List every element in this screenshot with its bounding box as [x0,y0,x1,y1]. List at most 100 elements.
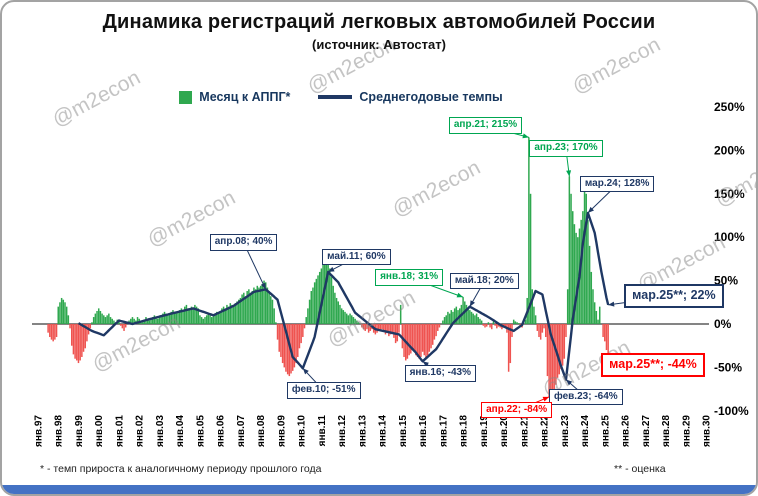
bar [84,324,86,349]
legend-bar-label: Месяц к АППГ* [199,90,291,104]
bar [317,275,319,324]
annotation-arrowhead [587,206,594,213]
bar [469,310,471,324]
x-tick-label: янв.20 [499,415,510,447]
bar [190,306,193,324]
bar [234,303,237,324]
bar [99,310,102,324]
bar [101,313,103,324]
x-tick-label: янв.98 [54,415,65,447]
bar [604,324,606,342]
bar [443,317,446,324]
bar [173,311,176,324]
bar [349,313,351,324]
bar [560,324,562,370]
bar [550,324,552,396]
bar [59,302,61,324]
bar [264,282,267,324]
bar [195,306,198,324]
bar [72,324,75,355]
x-tick-label: янв.12 [337,415,348,447]
bar [226,304,228,324]
bar [141,322,144,324]
bar [162,313,164,324]
bar [254,289,257,324]
bar [119,324,122,326]
bar [184,306,186,324]
bar [376,324,378,333]
bar [386,324,388,333]
bar [288,324,291,377]
bar [106,315,108,324]
y-tick-label: 50% [714,274,738,288]
bar [556,324,559,378]
bar [278,324,280,352]
bar [219,310,221,324]
bar [357,322,360,324]
bar [334,292,336,324]
bar [389,324,392,335]
bar [155,317,157,324]
bar [406,324,409,359]
bar [568,176,571,324]
bar [571,211,574,324]
annotation-leader [587,184,618,214]
bar [123,324,125,331]
bar [148,320,151,324]
bar [410,324,412,354]
x-tick-label: янв.26 [621,415,632,447]
bar [575,232,577,324]
bar [413,324,415,352]
bar [103,315,105,324]
bar [607,324,609,363]
bar [342,310,345,324]
bar [447,311,449,324]
bar [398,324,400,333]
bar [168,313,171,324]
bar [200,317,203,324]
footnote-estimate: ** - оценка [614,463,666,475]
bar [81,324,83,357]
x-tick-label: янв.06 [216,415,227,447]
bar [121,324,124,329]
bar [79,324,81,361]
x-tick-label: янв.05 [195,415,206,447]
bar [60,297,63,324]
bar [202,318,205,324]
bar [165,313,167,324]
bar [492,321,495,324]
x-tick-label: янв.97 [34,415,45,447]
bar [307,308,309,324]
bar [332,285,334,324]
bar [153,315,156,324]
bar [482,324,485,326]
bar [563,324,566,359]
bar [204,317,206,324]
bar [425,324,427,359]
bar [54,324,56,340]
bar [592,289,594,324]
bar [585,193,587,324]
bar [217,313,220,324]
bar [366,324,368,330]
bar [310,291,313,324]
trendline-layer [77,211,610,381]
bar [291,324,294,371]
x-tick-label: янв.23 [560,415,571,447]
bar [261,284,264,324]
bar [151,317,154,324]
annotation-arrowhead [260,282,266,290]
bar [315,278,318,324]
bars-layer [47,137,609,397]
bar [224,308,226,324]
x-tick-label: янв.08 [256,415,267,447]
bar [209,315,211,324]
bar [229,303,232,324]
bar [91,322,93,324]
bar [65,306,68,324]
annotation-leader [608,295,674,306]
bar [593,302,596,324]
bar [367,324,370,333]
bar [244,296,247,324]
